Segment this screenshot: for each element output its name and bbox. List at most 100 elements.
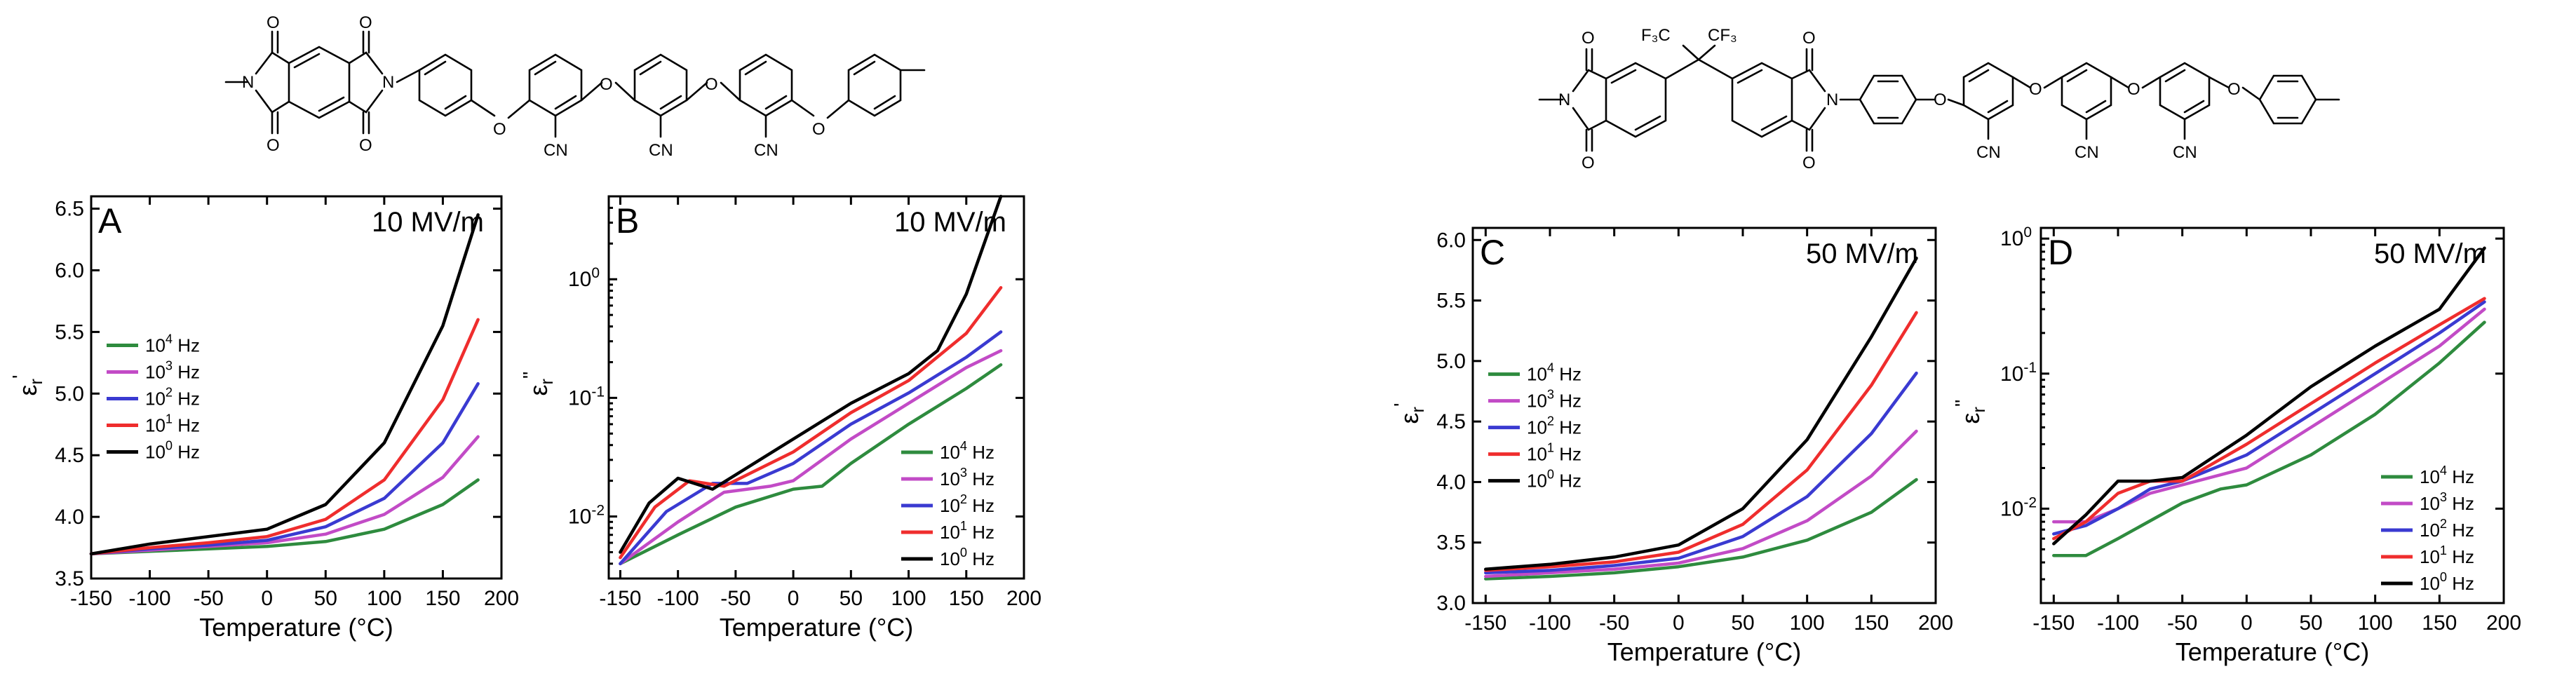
panel-b-x-tick-label: -150 — [599, 587, 641, 610]
panel-b-field-label: 10 MV/m — [894, 207, 1006, 238]
panel-a: -150 -100 -50 0 50 100 150 200 3.5 4.0 4.5 5.0 5.5 6.… — [9, 195, 519, 642]
panel-a-y-tick-label: 3.5 — [55, 567, 84, 590]
panel-b-series-line-0 — [619, 194, 1003, 554]
panel-c-y-axis-title: εr' — [1391, 403, 1428, 424]
panel-c-y-tick-label: 6.0 — [1436, 229, 1466, 252]
structure-1-nitrile-3: CN — [754, 141, 778, 160]
panel-c-x-tick-label: -100 — [1529, 611, 1571, 635]
panel-c-field-label: 50 MV/m — [1806, 238, 1918, 269]
panel-b-y-tick-label: 100 — [568, 265, 600, 291]
panel-a-x-tick-label: 150 — [425, 587, 460, 610]
panel-d-letter: D — [2048, 233, 2073, 272]
panel-c-x-axis-title: Temperature (°C) — [1607, 637, 1801, 666]
panel-c-series-line-4 — [1484, 478, 1918, 581]
panel-c-series-line-2 — [1484, 371, 1918, 575]
panel-b-series-line-4 — [619, 363, 1003, 566]
structure-2-atom-o1: O — [1582, 29, 1595, 48]
panel-a-x-tick-label: -150 — [70, 587, 112, 610]
panel-b-x-tick-label: -100 — [657, 587, 699, 610]
panel-b-legend-label: 101 Hz — [940, 519, 994, 543]
structure-1-atom-o3: O — [359, 13, 372, 32]
panel-c-legend-label: 104 Hz — [1527, 361, 1582, 385]
panel-b: -150 -100 -50 0 50 100 150 200 10-2 10-1 100 Temper… — [520, 194, 1041, 642]
panel-b-x-tick-label: 200 — [1006, 587, 1041, 610]
panel-d-x-tick-label: -100 — [2097, 611, 2139, 635]
panel-c-y-tick-label: 4.0 — [1436, 471, 1466, 494]
panel-b-legend-label: 100 Hz — [940, 546, 994, 569]
panel-b-x-tick-label: -50 — [720, 587, 750, 610]
panel-c-x-tick-label: 0 — [1673, 611, 1685, 635]
structure-1-atom-o2: O — [267, 136, 280, 155]
panel-c-legend-label: 102 Hz — [1527, 414, 1582, 438]
structure-1-ether-o4: O — [812, 120, 825, 139]
panel-a-legend-label: 100 Hz — [145, 439, 200, 463]
panel-d-legend-label: 100 Hz — [2420, 570, 2474, 594]
panel-a-frame — [90, 195, 503, 580]
panel-d-legend-label: 101 Hz — [2420, 543, 2474, 567]
panel-a-series-line-1 — [89, 318, 480, 556]
structure-2-atom-o2: O — [1582, 154, 1595, 172]
panel-a-x-tick-label: 100 — [367, 587, 402, 610]
panel-c-x-tick-label: 100 — [1790, 611, 1825, 635]
panel-a-x-tick-label: 200 — [484, 587, 519, 610]
panel-d-x-tick-label: -50 — [2167, 611, 2197, 635]
panel-a-x-tick-label: -50 — [193, 587, 223, 610]
structure-2-atom-n-left: N — [1558, 90, 1570, 109]
structure-2-cf3-right: CF₃ — [1708, 26, 1737, 45]
panel-c-y-tick-label: 5.0 — [1436, 350, 1466, 373]
structure-2-ether-o1: O — [1934, 90, 1947, 109]
panel-b-frame — [607, 195, 1025, 580]
panel-d-series-line-4 — [2052, 320, 2486, 557]
panel-d-x-tick-label: -150 — [2032, 611, 2075, 635]
panel-b-letter: B — [616, 201, 639, 241]
panel-b-series-line-2 — [619, 330, 1003, 566]
panel-a-y-tick-label: 4.5 — [55, 444, 84, 467]
structure-2-atom-o4: O — [1802, 154, 1816, 172]
panel-b-y-tick-label: 10-1 — [568, 384, 605, 410]
structure-1-atom-n-left: N — [242, 73, 254, 92]
panel-a-y-tick-label: 4.0 — [55, 506, 84, 529]
panel-c-series-line-0 — [1484, 256, 1918, 571]
structure-2-nitrile-1: CN — [1976, 143, 2001, 162]
panel-a-series-line-0 — [89, 213, 480, 556]
panel-a-y-tick-label: 6.0 — [55, 259, 84, 282]
panel-a-x-tick-label: 50 — [314, 587, 337, 610]
panel-a-letter: A — [98, 201, 122, 241]
panel-d-x-axis-title: Temperature (°C) — [2176, 637, 2369, 666]
panel-c: -150 -100 -50 0 50 100 150 200 3.0 3.5 4.0 4.5 5.0 5.… — [1391, 226, 1953, 666]
panel-b-y-tick-label: 10-2 — [568, 503, 605, 529]
panel-a-x-tick-label: 0 — [261, 587, 273, 610]
panel-d-legend-label: 102 Hz — [2420, 517, 2474, 541]
panel-b-series-line-1 — [619, 285, 1003, 560]
panel-b-x-tick-label: 0 — [788, 587, 800, 610]
panel-a-y-tick-label: 6.5 — [55, 198, 84, 221]
panel-d-x-tick-label: 0 — [2241, 611, 2253, 635]
panel-d-y-axis-title: εr" — [1952, 400, 1989, 424]
panel-d-x-tick-label: 100 — [2358, 611, 2393, 635]
structure-1-atom-o4: O — [359, 136, 372, 155]
structure-2-cf3-left: F₃C — [1641, 26, 1671, 45]
panel-a-x-tick-label: -100 — [129, 587, 171, 610]
panel-a-y-tick-label: 5.0 — [55, 382, 84, 405]
panel-b-legend-label: 102 Hz — [940, 492, 994, 516]
panel-c-series-line-1 — [1484, 311, 1918, 572]
structure-2-nitrile-2: CN — [2075, 143, 2099, 162]
structure-2-ether-o3: O — [2127, 80, 2140, 99]
panel-a-series-line-2 — [89, 381, 480, 556]
panel-d-y-tick-label: 10-1 — [2000, 360, 2037, 386]
panel-a-field-label: 10 MV/m — [372, 207, 484, 238]
panel-a-legend-label: 104 Hz — [145, 332, 200, 356]
structure-2-ether-o2: O — [2029, 80, 2042, 99]
panel-c-y-tick-label: 3.0 — [1436, 592, 1466, 615]
chemical-structure-1: N O O O O N O CN — [224, 13, 926, 160]
structure-1-nitrile-1: CN — [544, 141, 568, 160]
panel-c-letter: C — [1480, 233, 1505, 272]
structure-2-ether-o4: O — [2227, 80, 2241, 99]
panel-c-frame — [1471, 226, 1937, 604]
panel-b-legend-label: 104 Hz — [940, 439, 994, 463]
panel-d-x-tick-label: 150 — [2422, 611, 2457, 635]
structure-1-atom-o1: O — [267, 13, 280, 32]
panel-b-y-axis-title: εr" — [520, 372, 557, 396]
panel-a-legend-label: 101 Hz — [145, 412, 200, 436]
